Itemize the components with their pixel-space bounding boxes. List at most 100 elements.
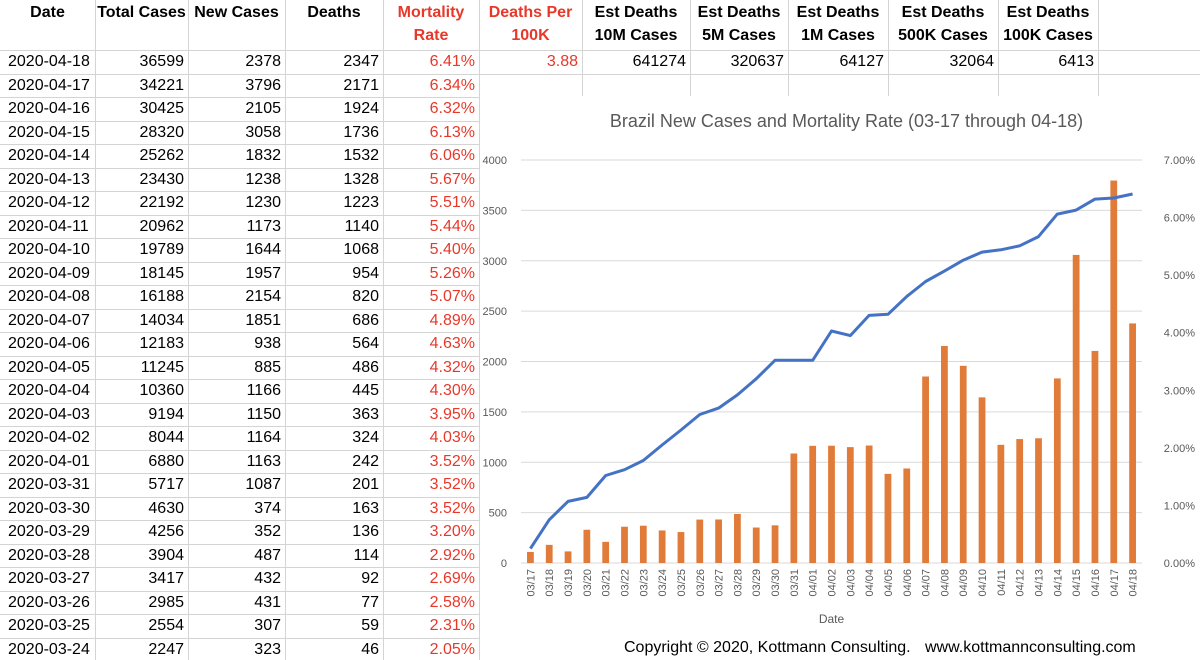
table-cell[interactable]: 136: [352, 523, 379, 540]
table-cell[interactable]: 2020-03-27: [8, 570, 90, 587]
table-cell[interactable]: 2.69%: [429, 570, 475, 587]
table-cell[interactable]: 4.89%: [429, 311, 475, 329]
table-cell[interactable]: 2.05%: [429, 640, 475, 658]
table-cell[interactable]: 2020-04-10: [8, 241, 90, 258]
table-cell[interactable]: 2020-04-11: [8, 217, 89, 235]
table-cell[interactable]: 4.63%: [429, 335, 475, 352]
column-header[interactable]: Est Deaths 10M Cases: [594, 4, 678, 44]
table-cell[interactable]: 12183: [139, 335, 185, 352]
table-cell[interactable]: 2020-04-18: [8, 53, 90, 70]
table-cell[interactable]: 486: [352, 358, 379, 376]
table-cell[interactable]: 114: [353, 546, 379, 564]
table-cell[interactable]: 1223: [343, 194, 379, 211]
table-cell[interactable]: 5.67%: [429, 170, 475, 188]
table-cell[interactable]: 2020-04-05: [8, 358, 90, 376]
table-cell[interactable]: 5.51%: [429, 194, 475, 211]
estimate-cell[interactable]: 641274: [632, 53, 686, 70]
table-cell[interactable]: 3796: [245, 76, 281, 94]
table-cell[interactable]: 23430: [139, 170, 185, 188]
table-cell[interactable]: 2347: [343, 53, 379, 70]
table-cell[interactable]: 8044: [148, 429, 184, 446]
table-cell[interactable]: 242: [352, 452, 379, 470]
table-cell[interactable]: 2171: [343, 76, 379, 94]
table-cell[interactable]: 1150: [246, 405, 281, 423]
table-cell[interactable]: 2020-04-09: [8, 264, 90, 282]
table-cell[interactable]: 34221: [139, 76, 185, 94]
table-cell[interactable]: 2020-03-28: [8, 546, 90, 564]
table-cell[interactable]: 3.52%: [429, 452, 475, 470]
table-cell[interactable]: 2020-03-30: [8, 499, 90, 517]
table-cell[interactable]: 3058: [245, 123, 281, 141]
table-cell[interactable]: 1163: [246, 452, 281, 470]
table-cell[interactable]: 25262: [139, 147, 185, 164]
column-header[interactable]: Date: [30, 4, 65, 21]
table-cell[interactable]: 1957: [245, 264, 281, 282]
table-cell[interactable]: 77: [361, 593, 379, 611]
table-cell[interactable]: 2378: [245, 53, 281, 70]
table-cell[interactable]: 1238: [245, 170, 281, 188]
website-link[interactable]: www.kottmannconsulting.com: [925, 639, 1136, 656]
table-cell[interactable]: 5.07%: [429, 288, 475, 305]
table-cell[interactable]: 2020-03-29: [8, 523, 90, 540]
table-cell[interactable]: 2020-04-16: [8, 100, 90, 117]
table-cell[interactable]: 938: [254, 335, 281, 352]
table-cell[interactable]: 1164: [246, 429, 281, 446]
table-cell[interactable]: 1068: [343, 241, 379, 258]
table-cell[interactable]: 1140: [344, 217, 379, 235]
table-cell[interactable]: 2.92%: [429, 546, 475, 564]
table-cell[interactable]: 2020-04-01: [8, 452, 90, 470]
table-cell[interactable]: 22192: [139, 194, 185, 211]
table-cell[interactable]: 10360: [139, 382, 185, 399]
column-header[interactable]: Est Deaths 1M Cases: [796, 4, 880, 44]
table-cell[interactable]: 4.30%: [429, 382, 475, 399]
table-cell[interactable]: 363: [352, 405, 379, 423]
table-cell[interactable]: 1924: [343, 100, 379, 117]
table-cell[interactable]: 820: [352, 288, 379, 305]
table-cell[interactable]: 352: [254, 523, 281, 540]
table-cell[interactable]: 2020-04-06: [8, 335, 90, 352]
table-cell[interactable]: 432: [254, 570, 281, 587]
table-cell[interactable]: 5717: [148, 476, 184, 493]
table-cell[interactable]: 1166: [246, 382, 281, 399]
table-cell[interactable]: 1736: [343, 123, 379, 141]
table-cell[interactable]: 3417: [148, 570, 184, 587]
column-header[interactable]: Deaths Per 100K: [488, 4, 573, 44]
table-cell[interactable]: 28320: [139, 123, 185, 141]
table-cell[interactable]: 4630: [148, 499, 184, 517]
table-cell[interactable]: 4256: [148, 523, 184, 540]
table-cell[interactable]: 5.26%: [429, 264, 475, 282]
table-cell[interactable]: 16188: [139, 288, 185, 305]
table-cell[interactable]: 2020-04-12: [8, 194, 90, 211]
table-cell[interactable]: 59: [361, 617, 379, 634]
table-cell[interactable]: 6880: [148, 452, 184, 470]
table-cell[interactable]: 2020-04-03: [8, 405, 90, 423]
table-cell[interactable]: 92: [361, 570, 379, 587]
table-cell[interactable]: 2554: [148, 617, 184, 634]
table-cell[interactable]: 1328: [343, 170, 379, 188]
column-header[interactable]: Total Cases: [97, 4, 186, 21]
table-cell[interactable]: 1644: [245, 241, 281, 258]
table-cell[interactable]: 6.13%: [429, 123, 475, 141]
table-cell[interactable]: 19789: [139, 241, 185, 258]
table-cell[interactable]: 2020-04-07: [8, 311, 90, 329]
table-cell[interactable]: 1851: [245, 311, 281, 329]
table-cell[interactable]: 1532: [343, 147, 379, 164]
table-cell[interactable]: 46: [361, 640, 379, 658]
table-cell[interactable]: 6.32%: [429, 100, 475, 117]
table-cell[interactable]: 3.20%: [429, 523, 475, 540]
table-cell[interactable]: 2985: [148, 593, 184, 611]
table-cell[interactable]: 2020-03-26: [8, 593, 90, 611]
table-cell[interactable]: 2.31%: [429, 617, 475, 634]
column-header[interactable]: Est Deaths 5M Cases: [697, 4, 781, 44]
table-cell[interactable]: 686: [352, 311, 379, 329]
column-header[interactable]: Mortality Rate: [397, 4, 465, 44]
estimate-cell[interactable]: 64127: [839, 53, 885, 70]
table-cell[interactable]: 1087: [245, 476, 281, 493]
table-cell[interactable]: 564: [352, 335, 379, 352]
table-cell[interactable]: 323: [254, 640, 281, 658]
table-cell[interactable]: 445: [352, 382, 379, 399]
table-cell[interactable]: 2154: [245, 288, 281, 305]
table-cell[interactable]: 201: [352, 476, 379, 493]
table-cell[interactable]: 1832: [245, 147, 281, 164]
table-cell[interactable]: 9194: [148, 405, 184, 423]
